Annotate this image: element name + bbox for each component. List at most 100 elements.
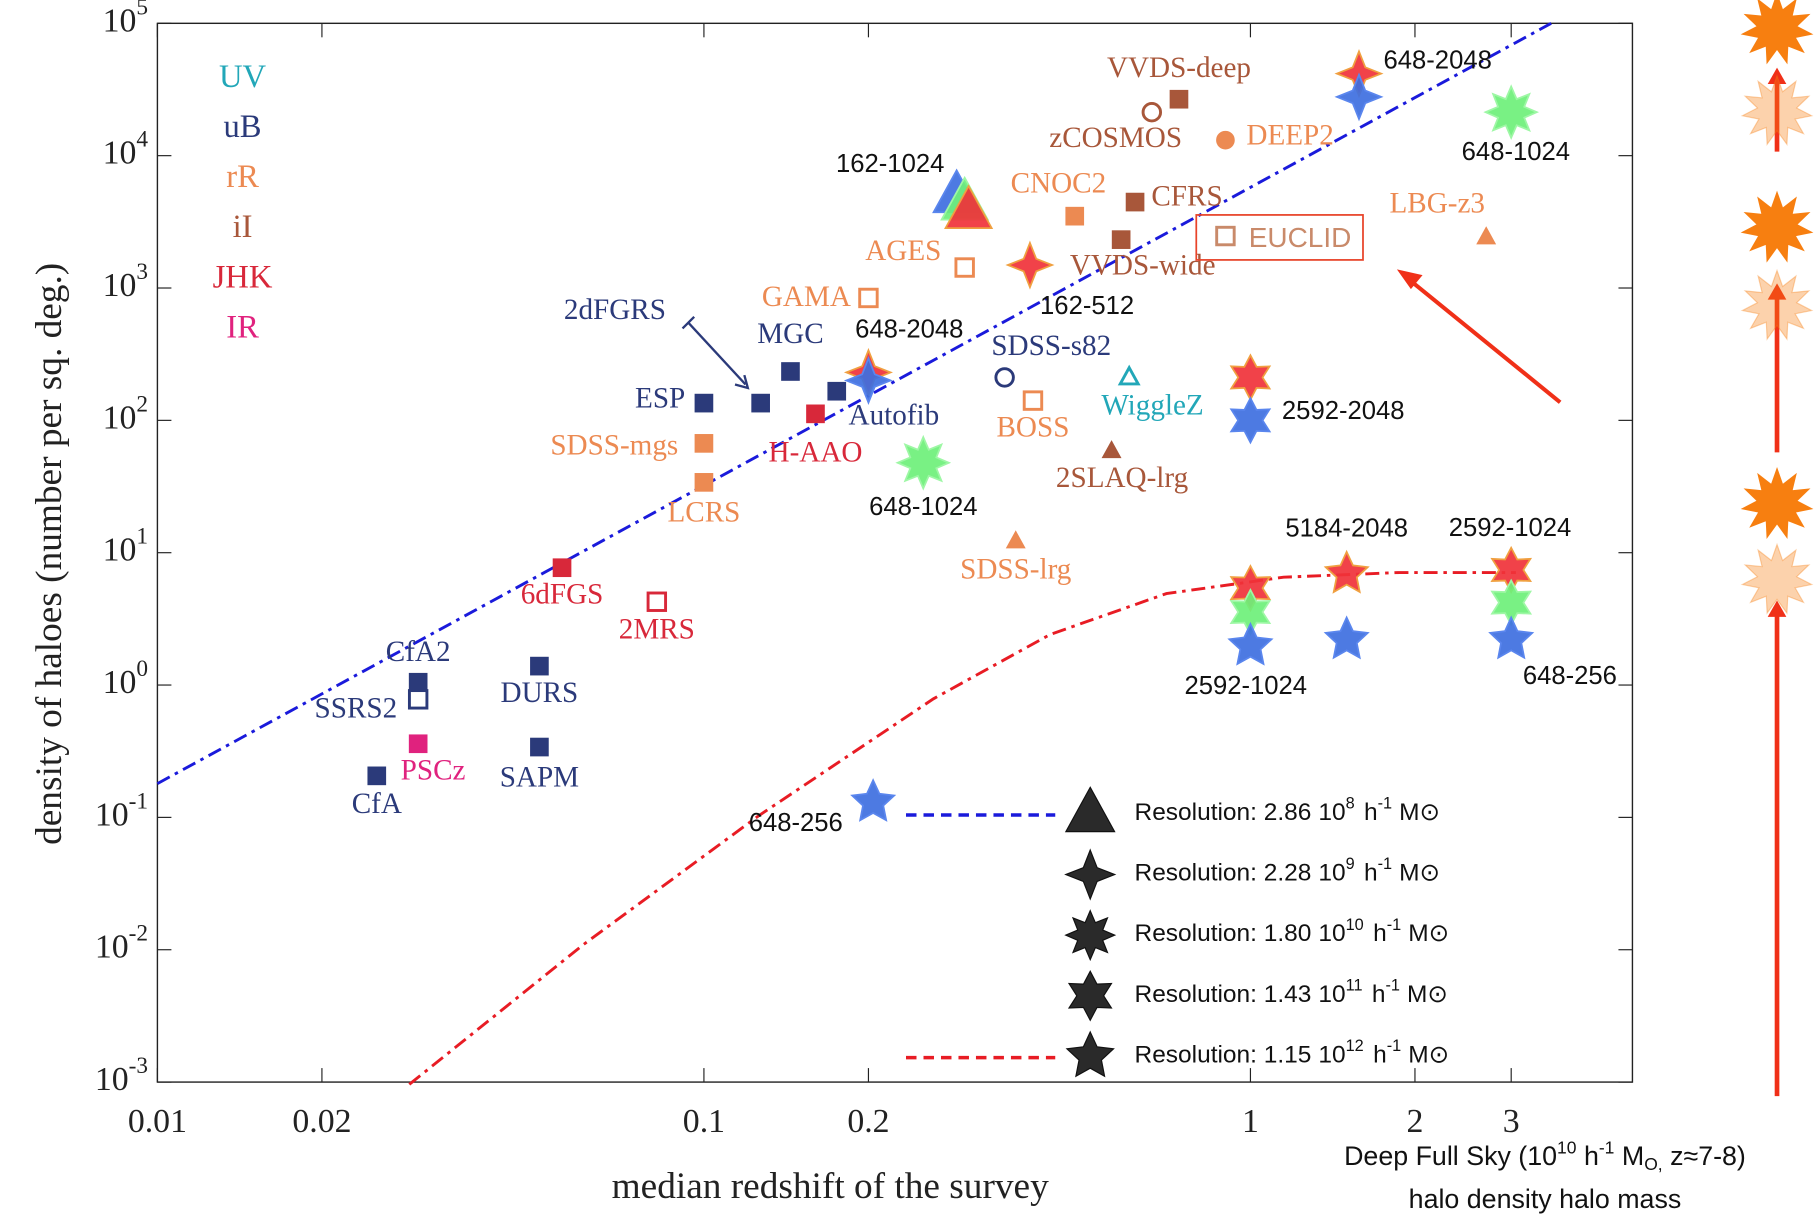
legend-text: 10 (1318, 860, 1345, 887)
starburst (1740, 0, 1814, 65)
band-legend-label: iI (233, 209, 253, 245)
simulation-point (1323, 615, 1370, 660)
side-caption-line2: halo density halo mass (1409, 1184, 1682, 1214)
side-arrow-head (1767, 283, 1787, 300)
y-tick-label: 101 (103, 524, 148, 568)
survey-point (694, 393, 714, 413)
survey-point (1125, 192, 1145, 212)
legend-marker (1067, 970, 1113, 1022)
legend-text: 10 (1318, 981, 1345, 1008)
y-tick-exponent: 0 (136, 656, 148, 682)
y-tick-base: 10 (95, 928, 129, 965)
survey-point (530, 737, 549, 757)
model-line (156, 22, 1552, 785)
legend-exp: -1 (1378, 856, 1393, 874)
survey-label: GAMA (762, 281, 851, 313)
survey-point (994, 367, 1015, 388)
band-legend-label: UV (219, 59, 267, 95)
legend-marker (1064, 786, 1116, 833)
x-axis-label: median redshift of the survey (612, 1166, 1049, 1207)
survey-label: SDSS-s82 (991, 330, 1111, 362)
simulation-label: 648-1024 (1462, 138, 1570, 166)
band-legend-label: JHK (213, 259, 273, 295)
simulation-point (843, 355, 893, 405)
survey-label: WiggleZ (1101, 389, 1203, 421)
simulation-point (850, 778, 897, 822)
legend-exp: 8 (1346, 795, 1355, 813)
starburst (1740, 190, 1814, 263)
legend-exp: -1 (1385, 977, 1400, 995)
y-tick-exponent: 1 (136, 524, 148, 550)
x-tick-label: 3 (1503, 1103, 1520, 1140)
legend-text: Resolution: 2.28 (1135, 860, 1312, 887)
x-tick-label: 1 (1242, 1103, 1259, 1140)
caption-text: M (1614, 1141, 1644, 1171)
survey-label: Autofib (849, 400, 940, 432)
legend-label: Resolution: 1.15 1012 h-1 M⊙ (1135, 1037, 1450, 1068)
simulation-point (1334, 72, 1384, 122)
survey-label: MGC (757, 318, 823, 350)
caption-sub: O, (1644, 1153, 1662, 1173)
y-tick-label: 10-1 (95, 789, 148, 833)
side-arrow-head (1767, 600, 1787, 617)
survey-point (781, 362, 800, 381)
simulation-label: 2592-2048 (1282, 397, 1405, 425)
simulation-label: 648-256 (749, 809, 843, 837)
survey-point (1117, 364, 1141, 386)
survey-point (806, 404, 825, 424)
survey-point (1476, 226, 1497, 245)
survey-point (1141, 102, 1163, 123)
legend-marker (1064, 848, 1117, 901)
y-tick-exponent: -2 (129, 921, 148, 947)
y-tick-label: 10-3 (95, 1053, 148, 1097)
y-tick-base: 10 (95, 796, 129, 833)
survey-label: CfA (352, 788, 402, 820)
simulation-point (1229, 396, 1272, 445)
survey-label: CfA2 (386, 636, 451, 668)
y-axis-label: density of haloes (number per sq. deg.) (29, 263, 70, 845)
caption-exp: 10 (1557, 1137, 1577, 1157)
simulation-point (1227, 621, 1274, 666)
legend-text: 10 (1318, 921, 1345, 948)
legend-text: Resolution: 2.86 (1135, 799, 1312, 826)
survey-point (954, 257, 975, 278)
survey-label: PSCz (401, 755, 466, 787)
highlight-box (1195, 214, 1364, 261)
survey-label: 2MRS (619, 614, 695, 646)
survey-point (1215, 225, 1236, 247)
y-tick-base: 10 (103, 2, 137, 39)
survey-point (408, 734, 428, 754)
y-tick-label: 100 (103, 656, 148, 700)
simulation-point (1323, 549, 1370, 594)
simulation-label: 648-2048 (855, 315, 963, 343)
survey-label: VVDS-deep (1107, 52, 1251, 84)
simulation-label: 2592-1024 (1449, 514, 1572, 542)
survey-label: 2SLAQ-lrg (1056, 462, 1189, 494)
survey-label: LBG-z3 (1389, 187, 1484, 219)
x-tick-label: 0.02 (292, 1103, 351, 1140)
pointer-head (734, 374, 750, 390)
legend-marker (1065, 1030, 1115, 1078)
survey-point (694, 473, 714, 492)
arrow-head (1396, 269, 1423, 290)
y-tick-base: 10 (103, 531, 137, 568)
survey-label: ESP (635, 382, 685, 414)
survey-label: SAPM (500, 761, 579, 793)
survey-label: SSRS2 (315, 693, 398, 725)
simulation-point (895, 434, 952, 491)
legend-text: M⊙ (1408, 921, 1449, 948)
simulation-label: 648-1024 (869, 493, 977, 521)
y-tick-exponent: 2 (136, 392, 148, 418)
survey-point (827, 381, 847, 401)
legend-text: h (1364, 799, 1378, 826)
simulation-point (1483, 84, 1540, 141)
x-tick-label: 2 (1407, 1103, 1424, 1140)
highlight-arrow (1403, 274, 1562, 404)
legend-text: Resolution: 1.43 (1135, 981, 1312, 1008)
x-tick-label: 0.01 (128, 1103, 187, 1140)
legend-text: h (1364, 860, 1378, 887)
starburst (1740, 542, 1814, 615)
